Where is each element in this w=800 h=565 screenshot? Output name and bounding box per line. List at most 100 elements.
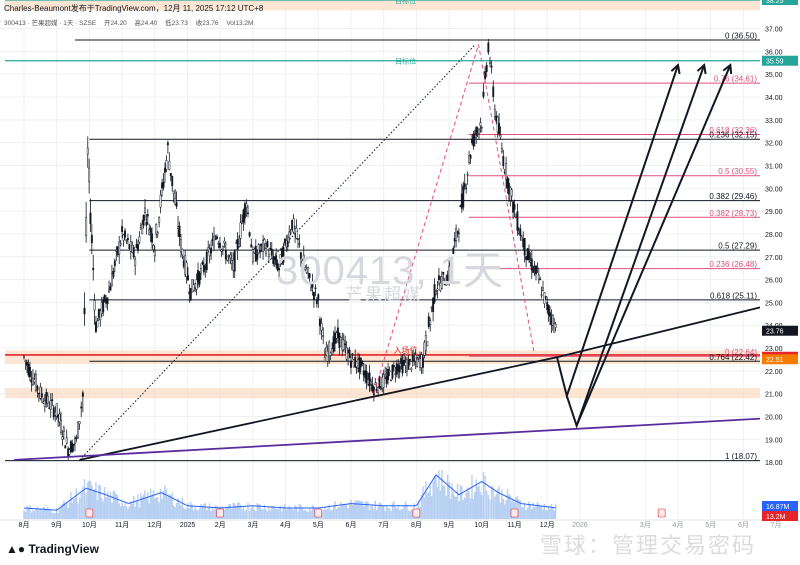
volume-bar bbox=[63, 500, 65, 519]
volume-bar bbox=[498, 486, 500, 519]
time-axis-tick: 3月 bbox=[247, 521, 258, 529]
price-axis-tick: 33.00 bbox=[765, 118, 783, 125]
candle-body bbox=[254, 246, 257, 262]
volume-bar bbox=[178, 503, 181, 519]
candle-body bbox=[312, 292, 315, 300]
volume-bar bbox=[334, 501, 336, 519]
volume-bar bbox=[355, 500, 358, 519]
volume-bar bbox=[472, 498, 475, 519]
volume-bar bbox=[170, 495, 172, 519]
candle-body bbox=[299, 252, 302, 259]
fib-level-label: 0.618 (32.36) bbox=[709, 126, 757, 135]
volume-bar bbox=[363, 506, 365, 519]
volume-bar bbox=[461, 486, 463, 519]
symbol-info[interactable]: 300413 · 芒果超媒 · 1天 · SZSE bbox=[4, 20, 97, 27]
volume-bar bbox=[384, 510, 386, 519]
candle-body bbox=[223, 240, 226, 244]
candle-body bbox=[478, 128, 480, 134]
volume-bar bbox=[496, 488, 499, 519]
candle-body bbox=[525, 256, 528, 260]
volume-bar bbox=[134, 506, 136, 519]
candle-body bbox=[361, 361, 364, 365]
volume-bar bbox=[435, 476, 437, 519]
volume-bar bbox=[398, 509, 401, 519]
price-axis-badge bbox=[762, 354, 798, 365]
candle-body bbox=[195, 279, 198, 290]
time-axis-tick: 6月 bbox=[738, 521, 749, 529]
volume-bar bbox=[474, 491, 476, 519]
candle-body bbox=[276, 263, 279, 271]
volume-bar bbox=[378, 502, 381, 519]
time-axis-tick: 8月 bbox=[411, 521, 422, 529]
candle-body bbox=[51, 399, 54, 401]
candle-body bbox=[108, 289, 110, 293]
volume-bar bbox=[203, 503, 205, 519]
candle-body bbox=[457, 232, 460, 235]
candle-body bbox=[505, 163, 508, 180]
volume-bar bbox=[174, 507, 176, 519]
volume-bar bbox=[232, 502, 234, 519]
candle-body bbox=[350, 360, 352, 368]
volume-bar bbox=[367, 501, 369, 519]
volume-bar bbox=[91, 485, 93, 519]
volume-bar bbox=[236, 502, 239, 519]
fib-level-label: 1 (18.07) bbox=[725, 452, 757, 461]
volume-bar bbox=[66, 501, 68, 519]
candle-body bbox=[334, 332, 336, 344]
volume-bar bbox=[385, 505, 388, 519]
candle-body bbox=[113, 260, 116, 267]
candle-body bbox=[387, 368, 390, 381]
volume-bar bbox=[380, 503, 382, 519]
volume-bar bbox=[93, 488, 96, 519]
candle-body bbox=[96, 320, 99, 328]
volume-bar bbox=[211, 506, 214, 519]
candle-body bbox=[382, 374, 385, 388]
candle-body bbox=[109, 286, 112, 291]
price-axis-tick: 30.00 bbox=[765, 186, 783, 193]
volume-bar bbox=[458, 501, 460, 519]
candle-body bbox=[513, 204, 516, 210]
candle-body bbox=[103, 294, 106, 302]
volume-bar bbox=[361, 501, 363, 519]
volume-bar bbox=[322, 510, 324, 519]
volume-bar bbox=[152, 490, 155, 519]
fib-level-label: 0.236 (26.48) bbox=[709, 260, 757, 269]
volume-bar bbox=[96, 499, 99, 519]
volume-bar bbox=[476, 486, 479, 519]
candle-body bbox=[181, 249, 184, 256]
volume-bar bbox=[484, 475, 486, 519]
volume-bar bbox=[291, 508, 293, 519]
volume-bar bbox=[478, 486, 480, 519]
candle-body bbox=[338, 332, 341, 348]
volume-bar bbox=[161, 499, 163, 519]
tradingview-logo[interactable]: ▲● TradingView bbox=[6, 542, 99, 556]
candle-body bbox=[440, 276, 443, 289]
volume-average-line bbox=[23, 474, 556, 511]
candle-body bbox=[102, 299, 105, 313]
price-axis-tick: 23.00 bbox=[765, 346, 783, 353]
candle-body bbox=[391, 364, 394, 379]
candle-body bbox=[348, 349, 351, 358]
volume-bar bbox=[454, 496, 456, 519]
volume-bar bbox=[400, 509, 402, 519]
volume-bar bbox=[242, 506, 245, 519]
price-axis-tick: 18.00 bbox=[765, 460, 783, 467]
candle-body bbox=[26, 361, 28, 366]
volume-bar bbox=[259, 504, 261, 519]
volume-bar bbox=[180, 505, 182, 519]
volume-bar bbox=[99, 485, 101, 519]
candle-body bbox=[432, 297, 435, 313]
candle-body bbox=[159, 195, 162, 208]
candle-body bbox=[359, 357, 362, 368]
candle-body bbox=[345, 347, 348, 360]
volume-bar bbox=[332, 505, 335, 519]
candle-body bbox=[49, 400, 52, 410]
candle-body bbox=[519, 228, 522, 237]
volume-bar bbox=[121, 502, 123, 519]
candle-body bbox=[351, 353, 354, 356]
target-level-label: 目标位 bbox=[395, 57, 416, 66]
volume-bar bbox=[275, 508, 277, 519]
candle-body bbox=[465, 187, 468, 189]
time-axis-tick: 4月 bbox=[280, 521, 291, 529]
